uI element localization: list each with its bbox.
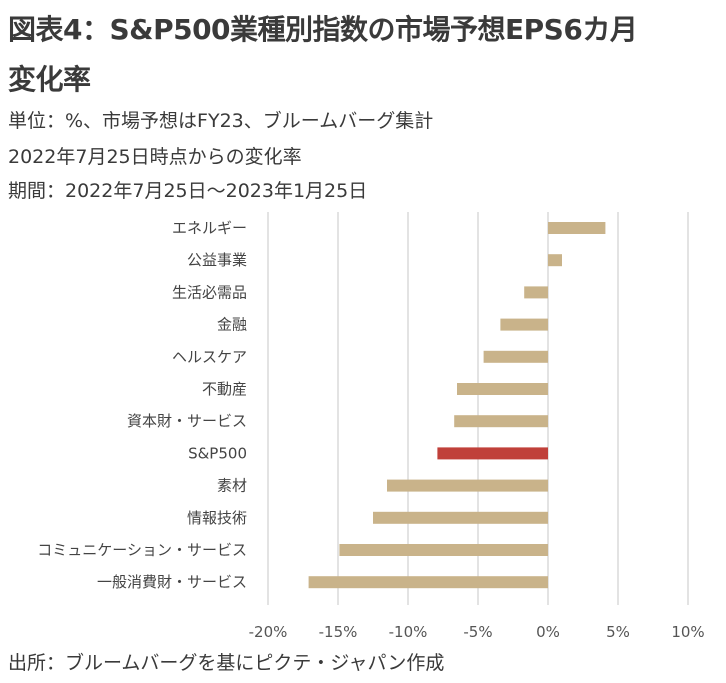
bar (548, 254, 562, 267)
subtitle-period: 期間：2022年7月25日～2023年1月25日 (8, 180, 368, 202)
gridlines (267, 212, 689, 605)
subtitle-basis: 2022年7月25日時点からの変化率 (8, 146, 302, 168)
bar (454, 415, 548, 428)
category-label: ヘルスケア (172, 348, 247, 366)
category-label: 金融 (217, 316, 247, 334)
category-label: 生活必需品 (172, 283, 247, 301)
category-label: 情報技術 (187, 509, 247, 527)
category-label: S&P500 (188, 444, 247, 462)
chart-title-line2: 変化率 (8, 63, 91, 96)
chart-title-line1: 図表4：S&P500業種別指数の市場予想EPS6カ月 (8, 13, 638, 46)
bar (500, 318, 548, 331)
bars (308, 222, 606, 589)
category-label: 不動産 (202, 380, 247, 398)
x-tick-label: -20% (249, 623, 288, 641)
x-tick-label: -5% (463, 623, 492, 641)
x-tick-labels: -20% -15% -10% -5% 0% 5% 10% (249, 623, 705, 641)
bar (339, 544, 548, 556)
x-tick-label: 10% (671, 623, 704, 641)
x-tick-label: 5% (606, 623, 630, 641)
category-label: 資本財・サービス (127, 412, 247, 430)
bar (308, 576, 548, 589)
category-label: 公益事業 (187, 251, 247, 269)
bar (437, 447, 548, 460)
bar (483, 350, 548, 363)
bar (524, 286, 548, 299)
bar (548, 222, 606, 234)
category-label: エネルギー (172, 219, 247, 237)
bar (373, 511, 548, 524)
category-label: コミュニケーション・サービス (37, 541, 247, 559)
x-tick-label: 0% (536, 623, 560, 641)
source-note: 出所：ブルームバーグを基にピクテ・ジャパン作成 (8, 652, 445, 674)
subtitle-unit: 単位：%、市場予想はFY23、ブルームバーグ集計 (8, 110, 434, 132)
x-tick-label: -15% (319, 623, 358, 641)
x-tick-label: -10% (389, 623, 428, 641)
bar (387, 479, 548, 492)
category-label: 一般消費財・サービス (97, 573, 247, 591)
bar (457, 383, 548, 395)
category-label: 素材 (217, 477, 247, 495)
